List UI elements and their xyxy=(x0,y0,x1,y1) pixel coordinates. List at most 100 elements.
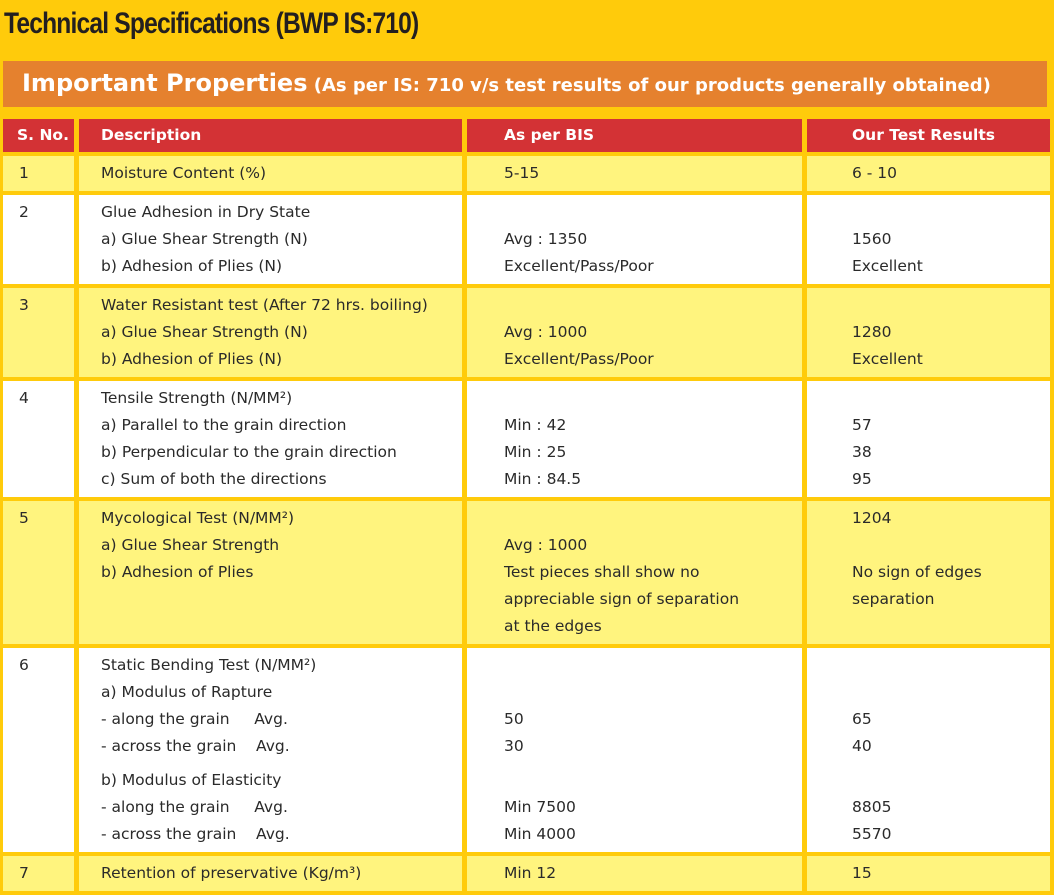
as-per-bis-cell: Avg : 1000 Excellent/Pass/Poor xyxy=(467,288,802,377)
header-our-test-results: Our Test Results xyxy=(807,119,1050,152)
as-per-bis-cell: 50 30 Min 7500 Min 4000 xyxy=(467,648,802,852)
sno-cell: 7 xyxy=(3,856,74,891)
as-per-bis-cell: Avg : 1350 Excellent/Pass/Poor xyxy=(467,195,802,284)
table-row: 4 Tensile Strength (N/MM²) a) Parallel to … xyxy=(3,381,1050,497)
sno-cell: 2 xyxy=(3,195,74,284)
cell-line xyxy=(852,767,1050,794)
cell-line: a) Modulus of Rapture xyxy=(101,683,273,701)
cell-line: 5570 xyxy=(852,825,892,843)
as-per-bis-cell: Avg : 1000 Test pieces shall show no appre… xyxy=(467,501,802,644)
cell-line: 8805 xyxy=(852,798,892,816)
our-results-cell: 1560 Excellent xyxy=(807,195,1050,284)
cell-line xyxy=(852,199,1050,226)
our-results-cell: 1204 No sign of edges separation xyxy=(807,501,1050,644)
cell-line: Water Resistant test (After 72 hrs. boil… xyxy=(101,296,428,314)
cell-line xyxy=(852,652,1050,679)
cell-line: Retention of preservative (Kg/m³) xyxy=(101,864,362,882)
cell-line: Excellent/Pass/Poor xyxy=(504,257,654,275)
cell-line: Test pieces shall show no xyxy=(504,563,700,581)
cell-line: 6 - 10 xyxy=(852,164,898,182)
our-results-cell: 1280 Excellent xyxy=(807,288,1050,377)
cell-line: separation xyxy=(852,590,935,608)
banner-subtitle: (As per IS: 710 v/s test results of our … xyxy=(307,75,991,96)
cell-line: a) Glue Shear Strength xyxy=(101,536,280,554)
cell-line: Min : 42 xyxy=(504,416,567,434)
our-results-cell: 6 - 10 xyxy=(807,156,1050,191)
section-banner: Important Properties (As per IS: 710 v/s… xyxy=(3,61,1047,107)
cell-line: 2 xyxy=(19,203,29,221)
description-cell: Retention of preservative (Kg/m³) xyxy=(79,856,462,891)
cell-line xyxy=(852,385,1050,412)
cell-line: - along the grain Avg. xyxy=(101,798,288,816)
cell-line: 1280 xyxy=(852,323,892,341)
our-results-cell: 15 xyxy=(807,856,1050,891)
table-row: 6 Static Bending Test (N/MM²) a) Modulus o… xyxy=(3,648,1050,852)
cell-line: Excellent/Pass/Poor xyxy=(504,350,654,368)
cell-line xyxy=(504,199,802,226)
cell-line: 1204 xyxy=(852,509,892,527)
cell-line: 3 xyxy=(19,296,29,314)
table-row: 2 Glue Adhesion in Dry State a) Glue Shear… xyxy=(3,195,1050,284)
header-sno: S. No. xyxy=(3,119,74,152)
cell-line: 50 xyxy=(504,710,524,728)
cell-line: Min 4000 xyxy=(504,825,576,843)
cell-line: appreciable sign of separation xyxy=(504,590,740,608)
cell-line: 15 xyxy=(852,864,872,882)
cell-line xyxy=(504,652,802,679)
cell-line xyxy=(504,679,802,706)
cell-line: 6 xyxy=(19,656,29,674)
cell-line: 5 xyxy=(19,509,29,527)
cell-line: Min 12 xyxy=(504,864,557,882)
page-title: Technical Specifications (BWP IS:710) xyxy=(4,7,419,40)
sno-cell: 5 xyxy=(3,501,74,644)
description-cell: Mycological Test (N/MM²) a) Glue Shear St… xyxy=(79,501,462,644)
cell-line: b) Adhesion of Plies (N) xyxy=(101,350,283,368)
cell-line: Excellent xyxy=(852,350,923,368)
cell-line: 1 xyxy=(19,164,29,182)
header-as-per-bis: As per BIS xyxy=(467,119,802,152)
cell-line: b) Adhesion of Plies xyxy=(101,563,254,581)
cell-line: Min 7500 xyxy=(504,798,576,816)
cell-line xyxy=(504,385,802,412)
cell-line xyxy=(504,292,802,319)
cell-line xyxy=(504,767,802,794)
description-cell: Static Bending Test (N/MM²) a) Modulus of… xyxy=(79,648,462,852)
cell-line: 1560 xyxy=(852,230,892,248)
cell-line: - across the grain Avg. xyxy=(101,825,290,843)
as-per-bis-cell: Min : 42 Min : 25 Min : 84.5 xyxy=(467,381,802,497)
description-cell: Glue Adhesion in Dry State a) Glue Shear … xyxy=(79,195,462,284)
cell-line xyxy=(852,532,1050,559)
banner-title: Important Properties xyxy=(22,69,308,97)
cell-line: 65 xyxy=(852,710,872,728)
cell-line: b) Adhesion of Plies (N) xyxy=(101,257,283,275)
cell-line: Static Bending Test (N/MM²) xyxy=(101,656,317,674)
table-row: 7 Retention of preservative (Kg/m³) Min 12… xyxy=(3,856,1050,891)
cell-line: 40 xyxy=(852,737,872,755)
cell-line xyxy=(852,679,1050,706)
cell-line: Avg : 1000 xyxy=(504,536,588,554)
cell-line: 5-15 xyxy=(504,164,540,182)
cell-line: 95 xyxy=(852,470,872,488)
as-per-bis-cell: 5-15 xyxy=(467,156,802,191)
sno-cell: 4 xyxy=(3,381,74,497)
cell-line: 57 xyxy=(852,416,872,434)
cell-line: Mycological Test (N/MM²) xyxy=(101,509,295,527)
table-row: 3 Water Resistant test (After 72 hrs. boi… xyxy=(3,288,1050,377)
description-cell: Moisture Content (%) xyxy=(79,156,462,191)
cell-line: Glue Adhesion in Dry State xyxy=(101,203,311,221)
cell-line: at the edges xyxy=(504,617,602,635)
cell-line: a) Glue Shear Strength (N) xyxy=(101,323,308,341)
sno-cell: 1 xyxy=(3,156,74,191)
cell-line: 7 xyxy=(19,864,29,882)
cell-line: Avg : 1000 xyxy=(504,323,588,341)
cell-line: 30 xyxy=(504,737,524,755)
description-cell: Tensile Strength (N/MM²) a) Parallel to t… xyxy=(79,381,462,497)
cell-line: Min : 25 xyxy=(504,443,567,461)
cell-line: 4 xyxy=(19,389,29,407)
cell-line xyxy=(852,292,1050,319)
cell-line: 38 xyxy=(852,443,872,461)
cell-line: - across the grain Avg. xyxy=(101,737,290,755)
our-results-cell: 57 38 95 xyxy=(807,381,1050,497)
table-row: 1 Moisture Content (%) 5-15 6 - 10 xyxy=(3,156,1050,191)
cell-line: a) Parallel to the grain direction xyxy=(101,416,347,434)
